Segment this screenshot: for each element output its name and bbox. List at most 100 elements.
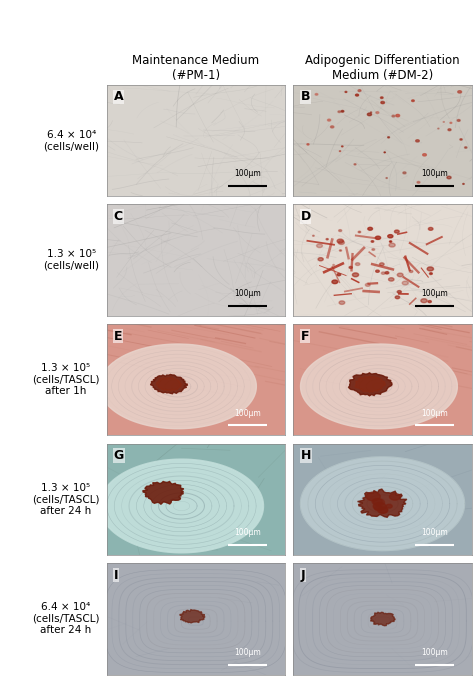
Text: 1.3 × 10⁵
(cells/TASCL)
after 1h: 1.3 × 10⁵ (cells/TASCL) after 1h (32, 363, 100, 396)
Circle shape (376, 112, 379, 113)
Circle shape (458, 91, 462, 93)
Circle shape (375, 506, 383, 511)
Circle shape (427, 267, 434, 271)
Circle shape (417, 182, 420, 183)
Circle shape (367, 113, 372, 116)
Text: B: B (301, 90, 310, 103)
Circle shape (396, 115, 400, 117)
Circle shape (375, 236, 381, 239)
Circle shape (390, 494, 400, 500)
Text: 1.3 × 10⁵
(cells/well): 1.3 × 10⁵ (cells/well) (44, 250, 100, 271)
Circle shape (388, 235, 393, 238)
Polygon shape (180, 610, 205, 623)
Circle shape (333, 264, 335, 266)
Circle shape (421, 299, 427, 302)
Circle shape (352, 273, 359, 277)
Polygon shape (355, 376, 385, 393)
Circle shape (317, 244, 322, 247)
Text: 100μm: 100μm (421, 170, 447, 178)
Text: 100μm: 100μm (234, 289, 261, 298)
Circle shape (356, 94, 358, 96)
Polygon shape (348, 373, 392, 396)
Circle shape (372, 498, 382, 505)
Polygon shape (143, 481, 184, 504)
Text: 6.4 × 10⁴
(cells/TASCL)
after 24 h: 6.4 × 10⁴ (cells/TASCL) after 24 h (32, 602, 100, 635)
Text: 100μm: 100μm (234, 528, 261, 537)
Circle shape (365, 283, 370, 286)
Circle shape (402, 281, 408, 285)
Polygon shape (100, 344, 256, 428)
Circle shape (447, 176, 451, 179)
Circle shape (307, 144, 309, 145)
Circle shape (394, 230, 399, 233)
Circle shape (337, 239, 344, 243)
Circle shape (338, 111, 341, 113)
Text: A: A (114, 90, 123, 103)
Polygon shape (301, 344, 457, 428)
Circle shape (330, 126, 334, 128)
Circle shape (389, 243, 395, 247)
Circle shape (366, 492, 380, 501)
Polygon shape (357, 489, 407, 517)
Text: 100μm: 100μm (421, 409, 447, 418)
Circle shape (397, 273, 403, 277)
Circle shape (443, 121, 444, 122)
Circle shape (371, 112, 372, 113)
Text: Adipogenic Differentiation
Medium (#DM-2): Adipogenic Differentiation Medium (#DM-2… (305, 54, 460, 82)
Polygon shape (150, 374, 187, 394)
Circle shape (341, 111, 344, 112)
Text: I: I (114, 569, 118, 582)
Circle shape (356, 262, 360, 266)
Polygon shape (100, 459, 264, 553)
Circle shape (385, 272, 389, 274)
Circle shape (374, 499, 384, 506)
Circle shape (448, 129, 451, 131)
Text: H: H (301, 449, 311, 462)
Circle shape (338, 241, 345, 245)
Text: 100μm: 100μm (421, 647, 447, 657)
Text: D: D (301, 210, 311, 223)
Text: 100μm: 100μm (421, 528, 447, 537)
Polygon shape (156, 378, 182, 391)
Circle shape (381, 97, 383, 98)
Circle shape (465, 146, 467, 148)
Text: 100μm: 100μm (234, 409, 261, 418)
Polygon shape (371, 612, 395, 626)
Circle shape (376, 270, 379, 273)
Text: 6.4 × 10⁴
(cells/well): 6.4 × 10⁴ (cells/well) (44, 129, 100, 151)
Circle shape (372, 249, 375, 250)
Circle shape (429, 273, 432, 275)
Circle shape (373, 502, 386, 511)
Circle shape (411, 100, 414, 102)
Circle shape (457, 119, 460, 121)
Text: 100μm: 100μm (421, 289, 447, 298)
Circle shape (339, 250, 342, 251)
Circle shape (326, 239, 328, 240)
Text: G: G (114, 449, 124, 462)
Circle shape (380, 263, 384, 266)
Circle shape (386, 504, 392, 508)
Text: 100μm: 100μm (234, 647, 261, 657)
Text: E: E (114, 330, 122, 342)
Circle shape (318, 258, 323, 261)
Polygon shape (301, 457, 465, 551)
Circle shape (395, 296, 400, 299)
Circle shape (392, 115, 395, 117)
Circle shape (389, 278, 394, 281)
Circle shape (371, 241, 374, 242)
Circle shape (313, 235, 314, 236)
Circle shape (428, 227, 433, 231)
Circle shape (390, 241, 392, 242)
Circle shape (438, 128, 439, 129)
Circle shape (358, 89, 361, 92)
Circle shape (384, 152, 385, 153)
Circle shape (354, 163, 356, 165)
Circle shape (339, 301, 345, 304)
Circle shape (416, 140, 419, 142)
Circle shape (338, 230, 342, 232)
Circle shape (388, 137, 390, 138)
Circle shape (428, 300, 431, 302)
Circle shape (382, 272, 385, 275)
Text: 100μm: 100μm (234, 170, 261, 178)
Circle shape (403, 172, 406, 174)
